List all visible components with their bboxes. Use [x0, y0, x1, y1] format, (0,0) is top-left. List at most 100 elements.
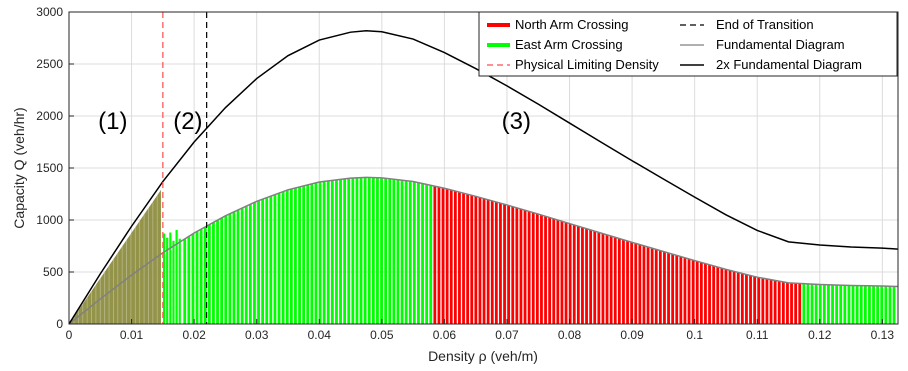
- region-3-bar: [663, 251, 666, 324]
- region-3-bar: [548, 217, 552, 324]
- legend-label-east: East Arm Crossing: [515, 37, 623, 52]
- bars: [69, 177, 896, 324]
- region-3-bar: [540, 215, 543, 324]
- region-label: (1): [98, 108, 127, 135]
- region-3-bar: [888, 286, 892, 324]
- region-3-bar: [876, 285, 880, 324]
- region-3-bar: [720, 268, 724, 324]
- x-tick-label: 0.1: [686, 328, 703, 342]
- region-3-bar: [814, 284, 818, 324]
- y-tick-label: 1500: [36, 161, 63, 175]
- region-3-bar: [412, 181, 416, 324]
- region-3-bar: [376, 177, 379, 324]
- region-3-bar: [708, 264, 711, 324]
- region-3-bar: [207, 224, 211, 324]
- region-3-bar: [253, 202, 256, 324]
- x-tick-label: 0.12: [808, 328, 832, 342]
- region-3-bar: [716, 267, 720, 324]
- legend: North Arm Crossing End of Transition Eas…: [478, 11, 898, 77]
- x-axis-title: Density ρ (veh/m): [428, 348, 538, 364]
- region-3-bar: [449, 190, 453, 324]
- region-3-bar: [810, 284, 814, 324]
- region-3-bar: [704, 263, 707, 324]
- region-2-bar: [163, 233, 166, 324]
- region-3-bar: [273, 194, 277, 324]
- region-3-bar: [220, 217, 224, 324]
- region-3-bar: [380, 177, 383, 324]
- region-3-bar: [371, 177, 375, 324]
- region-label: (2): [173, 108, 202, 135]
- region-3-bar: [843, 285, 847, 324]
- region-3-bar: [794, 283, 798, 324]
- region-3-bar: [302, 185, 306, 324]
- region-3-bar: [478, 197, 482, 324]
- region-3-bar: [740, 273, 744, 324]
- region-3-bar: [798, 283, 802, 324]
- region-3-bar: [363, 177, 367, 324]
- region-2-bar: [178, 238, 181, 324]
- y-tick-label: 2000: [36, 109, 63, 123]
- x-tick-label: 0.01: [120, 328, 144, 342]
- y-tick-label: 2500: [36, 57, 63, 71]
- region-3-bar: [691, 260, 695, 324]
- region-3-bar: [593, 231, 597, 324]
- region-3-bar: [232, 211, 236, 324]
- region-3-bar: [527, 211, 531, 324]
- region-3-bar: [203, 226, 207, 324]
- region-3-bar: [650, 248, 654, 324]
- region-3-bar: [786, 282, 789, 324]
- region-3-bar: [314, 182, 318, 324]
- region-3-bar: [831, 284, 834, 324]
- region-3-bar: [310, 183, 314, 324]
- region-labels: (1) (2) (3): [98, 108, 531, 135]
- region-3-bar: [585, 228, 588, 324]
- region-3-bar: [408, 181, 412, 324]
- region-3-bar: [646, 247, 650, 324]
- region-3-bar: [626, 240, 629, 324]
- region-3-bar: [745, 274, 748, 324]
- region-3-bar: [507, 205, 511, 324]
- region-3-bar: [400, 180, 404, 324]
- legend-label-north: North Arm Crossing: [515, 17, 628, 32]
- region-3-bar: [248, 204, 252, 324]
- region-3-bar: [224, 215, 228, 324]
- region-3-bar: [257, 200, 260, 324]
- region-3-bar: [884, 286, 888, 324]
- region-3-bar: [458, 192, 461, 324]
- region-3-bar: [187, 236, 191, 324]
- region-3-bar: [630, 242, 634, 324]
- region-3-bar: [523, 210, 527, 324]
- region-3-bar: [552, 218, 556, 324]
- region-3-bar: [396, 179, 400, 324]
- region-3-bar: [564, 222, 568, 324]
- region-3-bar: [835, 285, 839, 324]
- region-3-bar: [343, 178, 347, 324]
- region-3-bar: [781, 281, 785, 324]
- region-3-bar: [515, 207, 519, 324]
- region-3-bar: [839, 285, 843, 324]
- region-3-bar: [191, 233, 195, 324]
- region-3-bar: [289, 189, 293, 324]
- region-3-bar: [519, 209, 523, 324]
- region-3-bar: [728, 270, 732, 324]
- region-3-bar: [462, 193, 465, 324]
- region-3-bar: [597, 232, 601, 324]
- region-3-bar: [667, 253, 670, 324]
- y-axis-title: Capacity Q (veh/hr): [11, 107, 27, 228]
- region-3-bar: [572, 224, 576, 324]
- region-3-bar: [753, 276, 757, 324]
- region-3-bar: [687, 258, 691, 324]
- region-3-bar: [482, 198, 486, 324]
- region-3-bar: [699, 262, 703, 324]
- region-3-bar: [827, 284, 830, 324]
- region-3-bar: [499, 203, 502, 324]
- region-3-bar: [466, 194, 470, 324]
- y-tick-label: 1000: [36, 213, 63, 227]
- region-3-bar: [749, 275, 752, 324]
- region-3-bar: [470, 195, 474, 324]
- region-3-bar: [261, 199, 265, 324]
- region-3-bar: [269, 196, 273, 324]
- region-3-bar: [265, 197, 269, 324]
- region-3-bar: [322, 181, 326, 324]
- region-3-bar: [601, 233, 605, 324]
